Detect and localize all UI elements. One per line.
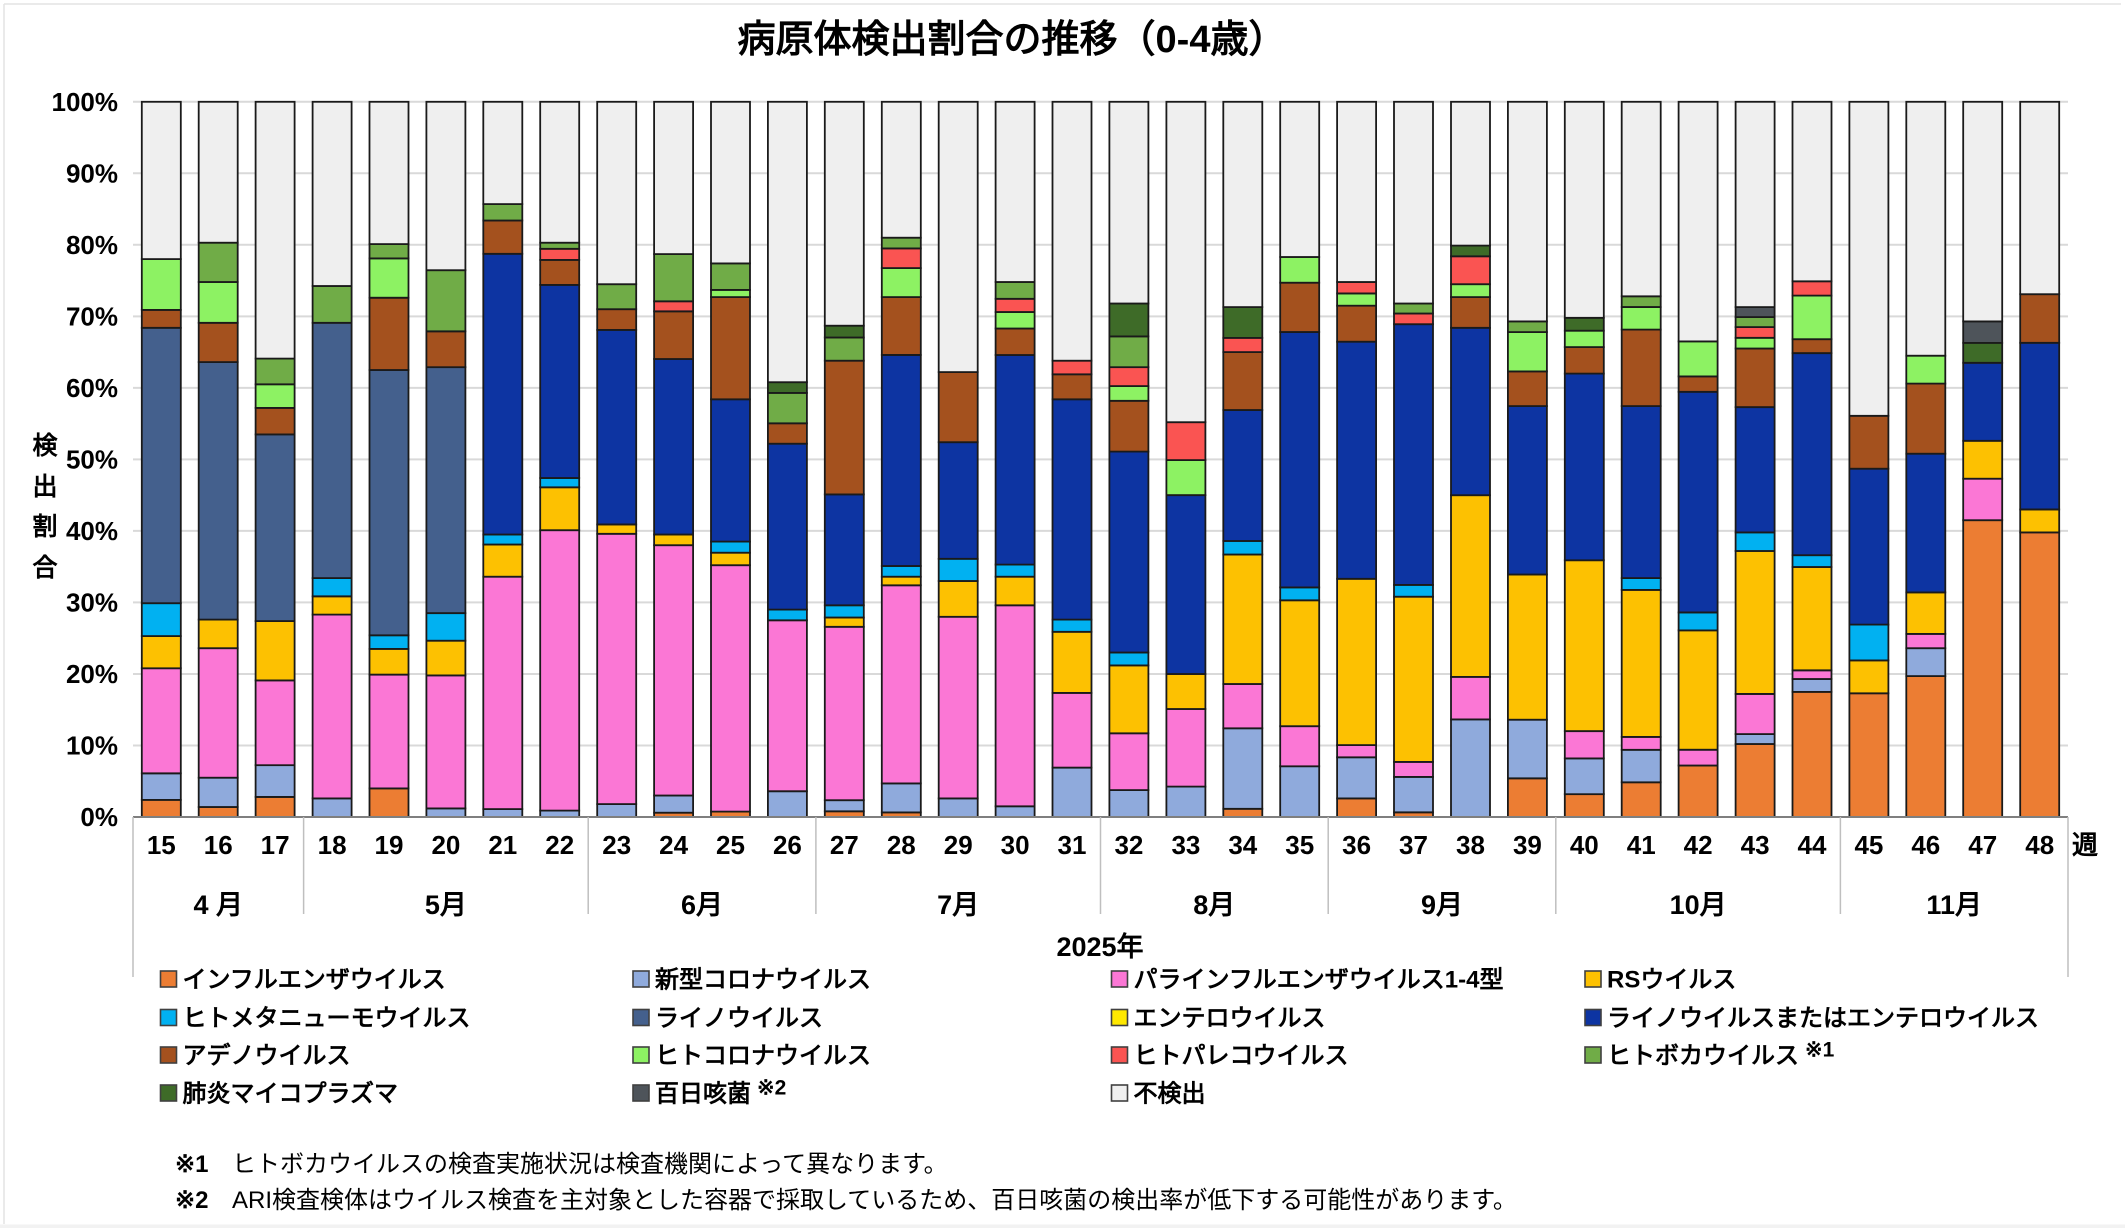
svg-text:26: 26 (773, 830, 802, 860)
svg-text:ライノウイルス: ライノウイルス (655, 1005, 823, 1032)
svg-text:ヒトボカウイルス※1: ヒトボカウイルス ※1 (1607, 1039, 1835, 1070)
svg-text:60%: 60% (66, 373, 118, 403)
svg-text:※2: ※2 (175, 1187, 208, 1214)
svg-text:ヒトコロナウイルス: ヒトコロナウイルス (655, 1043, 871, 1070)
svg-text:ヒトパレコウイルス: ヒトパレコウイルス (1134, 1043, 1349, 1070)
svg-text:病原体検出割合の推移（0-4歳）: 病原体検出割合の推移（0-4歳） (738, 19, 1287, 61)
svg-text:RSウイルス: RSウイルス (1607, 967, 1736, 994)
svg-text:37: 37 (1399, 830, 1428, 860)
svg-text:34: 34 (1228, 830, 1257, 860)
svg-text:アデノウイルス: アデノウイルス (183, 1042, 351, 1070)
svg-text:11月: 11月 (1926, 890, 1982, 920)
svg-text:百日咳菌※2: 百日咳菌 ※2 (655, 1077, 786, 1108)
svg-text:割: 割 (32, 513, 57, 541)
svg-text:10%: 10% (66, 731, 118, 761)
svg-text:6月: 6月 (681, 890, 723, 920)
svg-text:24: 24 (659, 830, 688, 860)
svg-text:肺炎マイコプラズマ: 肺炎マイコプラズマ (183, 1080, 399, 1108)
svg-text:10月: 10月 (1670, 890, 1727, 920)
svg-text:41: 41 (1627, 830, 1656, 860)
svg-text:20%: 20% (66, 659, 118, 689)
svg-text:15: 15 (147, 830, 176, 860)
svg-text:17: 17 (261, 830, 290, 860)
svg-text:合: 合 (32, 554, 58, 582)
svg-text:28: 28 (887, 830, 916, 860)
svg-text:ヒトボカウイルスの検査実施状況は検査機関によって異なります。: ヒトボカウイルスの検査実施状況は検査機関によって異なります。 (232, 1151, 948, 1178)
svg-text:検: 検 (32, 432, 58, 460)
svg-text:16: 16 (204, 830, 233, 860)
svg-text:39: 39 (1513, 830, 1542, 860)
svg-text:ライノウイルスまたはエンテロウイルス: ライノウイルスまたはエンテロウイルス (1607, 1005, 2039, 1032)
svg-text:50%: 50% (66, 444, 118, 474)
svg-text:27: 27 (830, 830, 859, 860)
svg-text:30: 30 (1001, 830, 1030, 860)
svg-text:44: 44 (1798, 830, 1827, 860)
svg-text:36: 36 (1342, 830, 1371, 860)
svg-text:33: 33 (1171, 830, 1200, 860)
svg-text:※1: ※1 (175, 1151, 208, 1178)
svg-text:ヒトメタニューモウイルス: ヒトメタニューモウイルス (183, 1005, 471, 1032)
svg-text:40: 40 (1570, 830, 1599, 860)
svg-text:45: 45 (1854, 830, 1883, 860)
svg-text:ARI検査検体はウイルス検査を主対象とした容器で採取している: ARI検査検体はウイルス検査を主対象とした容器で採取しているため、百日咳菌の検出… (232, 1187, 1517, 1214)
svg-text:70%: 70% (66, 301, 118, 331)
svg-text:7月: 7月 (937, 890, 979, 920)
svg-text:29: 29 (944, 830, 973, 860)
svg-text:80%: 80% (66, 230, 118, 260)
svg-text:エンテロウイルス: エンテロウイルス (1134, 1005, 1326, 1032)
svg-text:46: 46 (1911, 830, 1940, 860)
svg-text:43: 43 (1741, 830, 1770, 860)
svg-text:18: 18 (318, 830, 347, 860)
svg-text:35: 35 (1285, 830, 1314, 860)
svg-text:32: 32 (1114, 830, 1143, 860)
svg-text:0%: 0% (80, 802, 118, 832)
svg-text:21: 21 (488, 830, 517, 860)
svg-text:25: 25 (716, 830, 745, 860)
svg-text:20: 20 (431, 830, 460, 860)
svg-text:47: 47 (1968, 830, 1997, 860)
svg-text:週: 週 (2072, 830, 2098, 860)
svg-text:23: 23 (602, 830, 631, 860)
svg-text:2025年: 2025年 (1056, 931, 1143, 962)
svg-text:100%: 100% (52, 87, 119, 117)
svg-text:9月: 9月 (1421, 890, 1463, 920)
svg-text:8月: 8月 (1193, 890, 1235, 920)
svg-text:40%: 40% (66, 516, 118, 546)
svg-text:インフルエンザウイルス: インフルエンザウイルス (183, 967, 446, 994)
svg-text:4 月: 4 月 (194, 890, 244, 920)
svg-text:42: 42 (1684, 830, 1713, 860)
svg-text:不検出: 不検出 (1134, 1081, 1206, 1108)
svg-text:出: 出 (32, 473, 57, 501)
svg-text:90%: 90% (66, 158, 118, 188)
svg-text:5月: 5月 (425, 890, 467, 920)
svg-text:30%: 30% (66, 587, 118, 617)
svg-text:48: 48 (2025, 830, 2054, 860)
svg-text:22: 22 (545, 830, 574, 860)
svg-text:38: 38 (1456, 830, 1485, 860)
svg-text:19: 19 (375, 830, 404, 860)
svg-text:31: 31 (1058, 830, 1087, 860)
svg-text:新型コロナウイルス: 新型コロナウイルス (654, 967, 871, 994)
svg-text:パラインフルエンザウイルス1-4型: パラインフルエンザウイルス1-4型 (1134, 967, 1504, 994)
